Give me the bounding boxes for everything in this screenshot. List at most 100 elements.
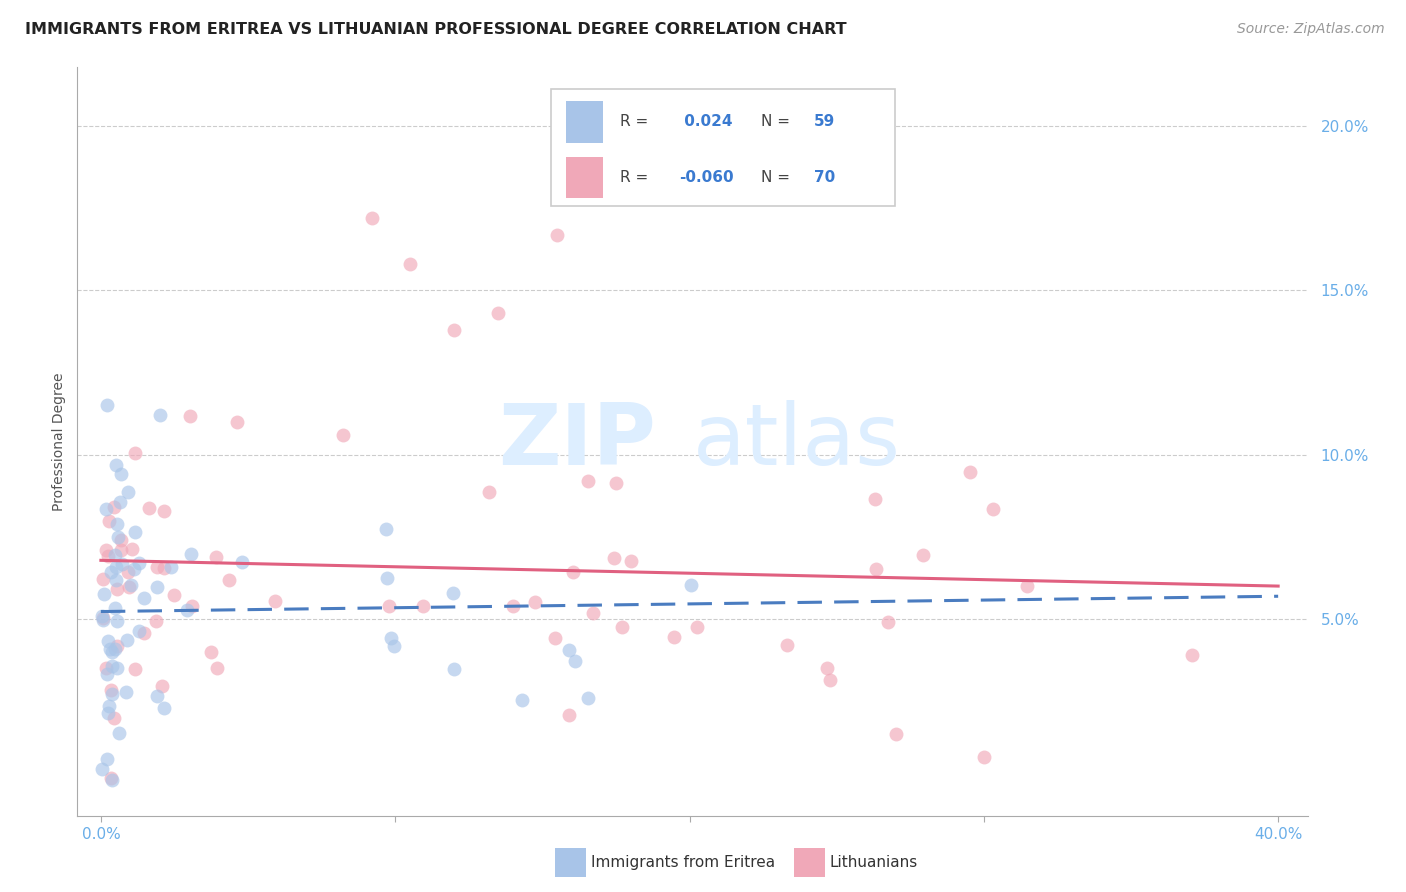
Point — [546, 227, 568, 242]
Point — [478, 485, 501, 500]
Point — [884, 727, 907, 741]
Point — [115, 632, 138, 647]
Point — [679, 578, 702, 592]
Point — [110, 542, 132, 557]
Point — [91, 572, 114, 586]
Point — [399, 257, 422, 271]
Point — [101, 687, 124, 701]
Point — [94, 661, 117, 675]
Point — [443, 585, 465, 599]
Point — [523, 595, 546, 609]
Point — [512, 693, 534, 707]
Point — [375, 571, 398, 585]
Point — [105, 516, 128, 531]
Point — [443, 323, 465, 337]
Point — [218, 574, 240, 588]
Text: 0.024: 0.024 — [679, 114, 733, 129]
Point — [145, 560, 167, 574]
Point — [382, 639, 405, 653]
Text: ZIP: ZIP — [498, 400, 655, 483]
Point — [204, 549, 226, 564]
Point — [94, 543, 117, 558]
Point — [93, 587, 115, 601]
Text: 59: 59 — [814, 114, 835, 129]
Text: Source: ZipAtlas.com: Source: ZipAtlas.com — [1237, 22, 1385, 37]
Point — [104, 458, 127, 472]
Point — [108, 726, 131, 740]
Point — [91, 611, 114, 625]
Text: -0.060: -0.060 — [679, 170, 734, 186]
Point — [380, 631, 402, 645]
FancyBboxPatch shape — [551, 89, 896, 205]
Point — [100, 645, 122, 659]
Point — [776, 638, 799, 652]
Point — [150, 679, 173, 693]
Point — [118, 580, 141, 594]
Text: atlas: atlas — [693, 400, 900, 483]
Point — [153, 701, 176, 715]
Point — [1017, 579, 1039, 593]
Point — [176, 603, 198, 617]
Point — [117, 565, 139, 579]
Point — [96, 752, 118, 766]
Point — [200, 645, 222, 659]
Point — [360, 211, 382, 225]
Point — [564, 654, 586, 668]
Point — [686, 620, 709, 634]
Point — [576, 474, 599, 488]
Point — [132, 626, 155, 640]
Point — [105, 660, 128, 674]
Point — [91, 608, 114, 623]
Text: Lithuanians: Lithuanians — [830, 855, 918, 870]
Point — [103, 500, 125, 515]
Point — [111, 557, 134, 571]
Point — [115, 685, 138, 699]
Bar — [565, 157, 603, 198]
Point — [107, 530, 129, 544]
Text: R =: R = — [620, 170, 652, 186]
Point — [378, 599, 401, 614]
Text: IMMIGRANTS FROM ERITREA VS LITHUANIAN PROFESSIONAL DEGREE CORRELATION CHART: IMMIGRANTS FROM ERITREA VS LITHUANIAN PR… — [25, 22, 846, 37]
Bar — [565, 102, 603, 143]
Y-axis label: Professional Degree: Professional Degree — [52, 372, 66, 511]
Point — [664, 630, 686, 644]
Text: N =: N = — [762, 170, 796, 186]
Point — [818, 673, 841, 688]
Point — [124, 524, 146, 539]
Point — [97, 706, 120, 720]
Point — [104, 601, 127, 615]
Point — [97, 549, 120, 564]
Point — [124, 662, 146, 676]
Point — [97, 699, 120, 714]
Point — [582, 606, 605, 620]
Point — [973, 750, 995, 764]
Point — [117, 484, 139, 499]
Point — [105, 582, 128, 597]
Point — [104, 559, 127, 574]
Point — [146, 580, 169, 594]
Point — [100, 565, 122, 579]
Point — [145, 614, 167, 628]
Point — [179, 409, 201, 423]
Text: Immigrants from Eritrea: Immigrants from Eritrea — [591, 855, 775, 870]
Point — [162, 588, 184, 602]
Point — [105, 573, 128, 587]
Point — [605, 476, 627, 491]
Point — [620, 554, 643, 568]
Point — [412, 599, 434, 613]
Point — [602, 550, 624, 565]
Point — [443, 662, 465, 676]
Point — [876, 615, 898, 629]
Point — [110, 467, 132, 481]
Point — [97, 514, 120, 528]
Point — [124, 446, 146, 460]
Point — [205, 661, 228, 675]
Point — [104, 548, 127, 562]
Point — [153, 561, 176, 575]
Point — [332, 428, 354, 442]
Point — [104, 642, 127, 657]
Point — [105, 639, 128, 653]
Point — [558, 708, 581, 723]
Point — [96, 667, 118, 681]
Point — [263, 593, 285, 607]
